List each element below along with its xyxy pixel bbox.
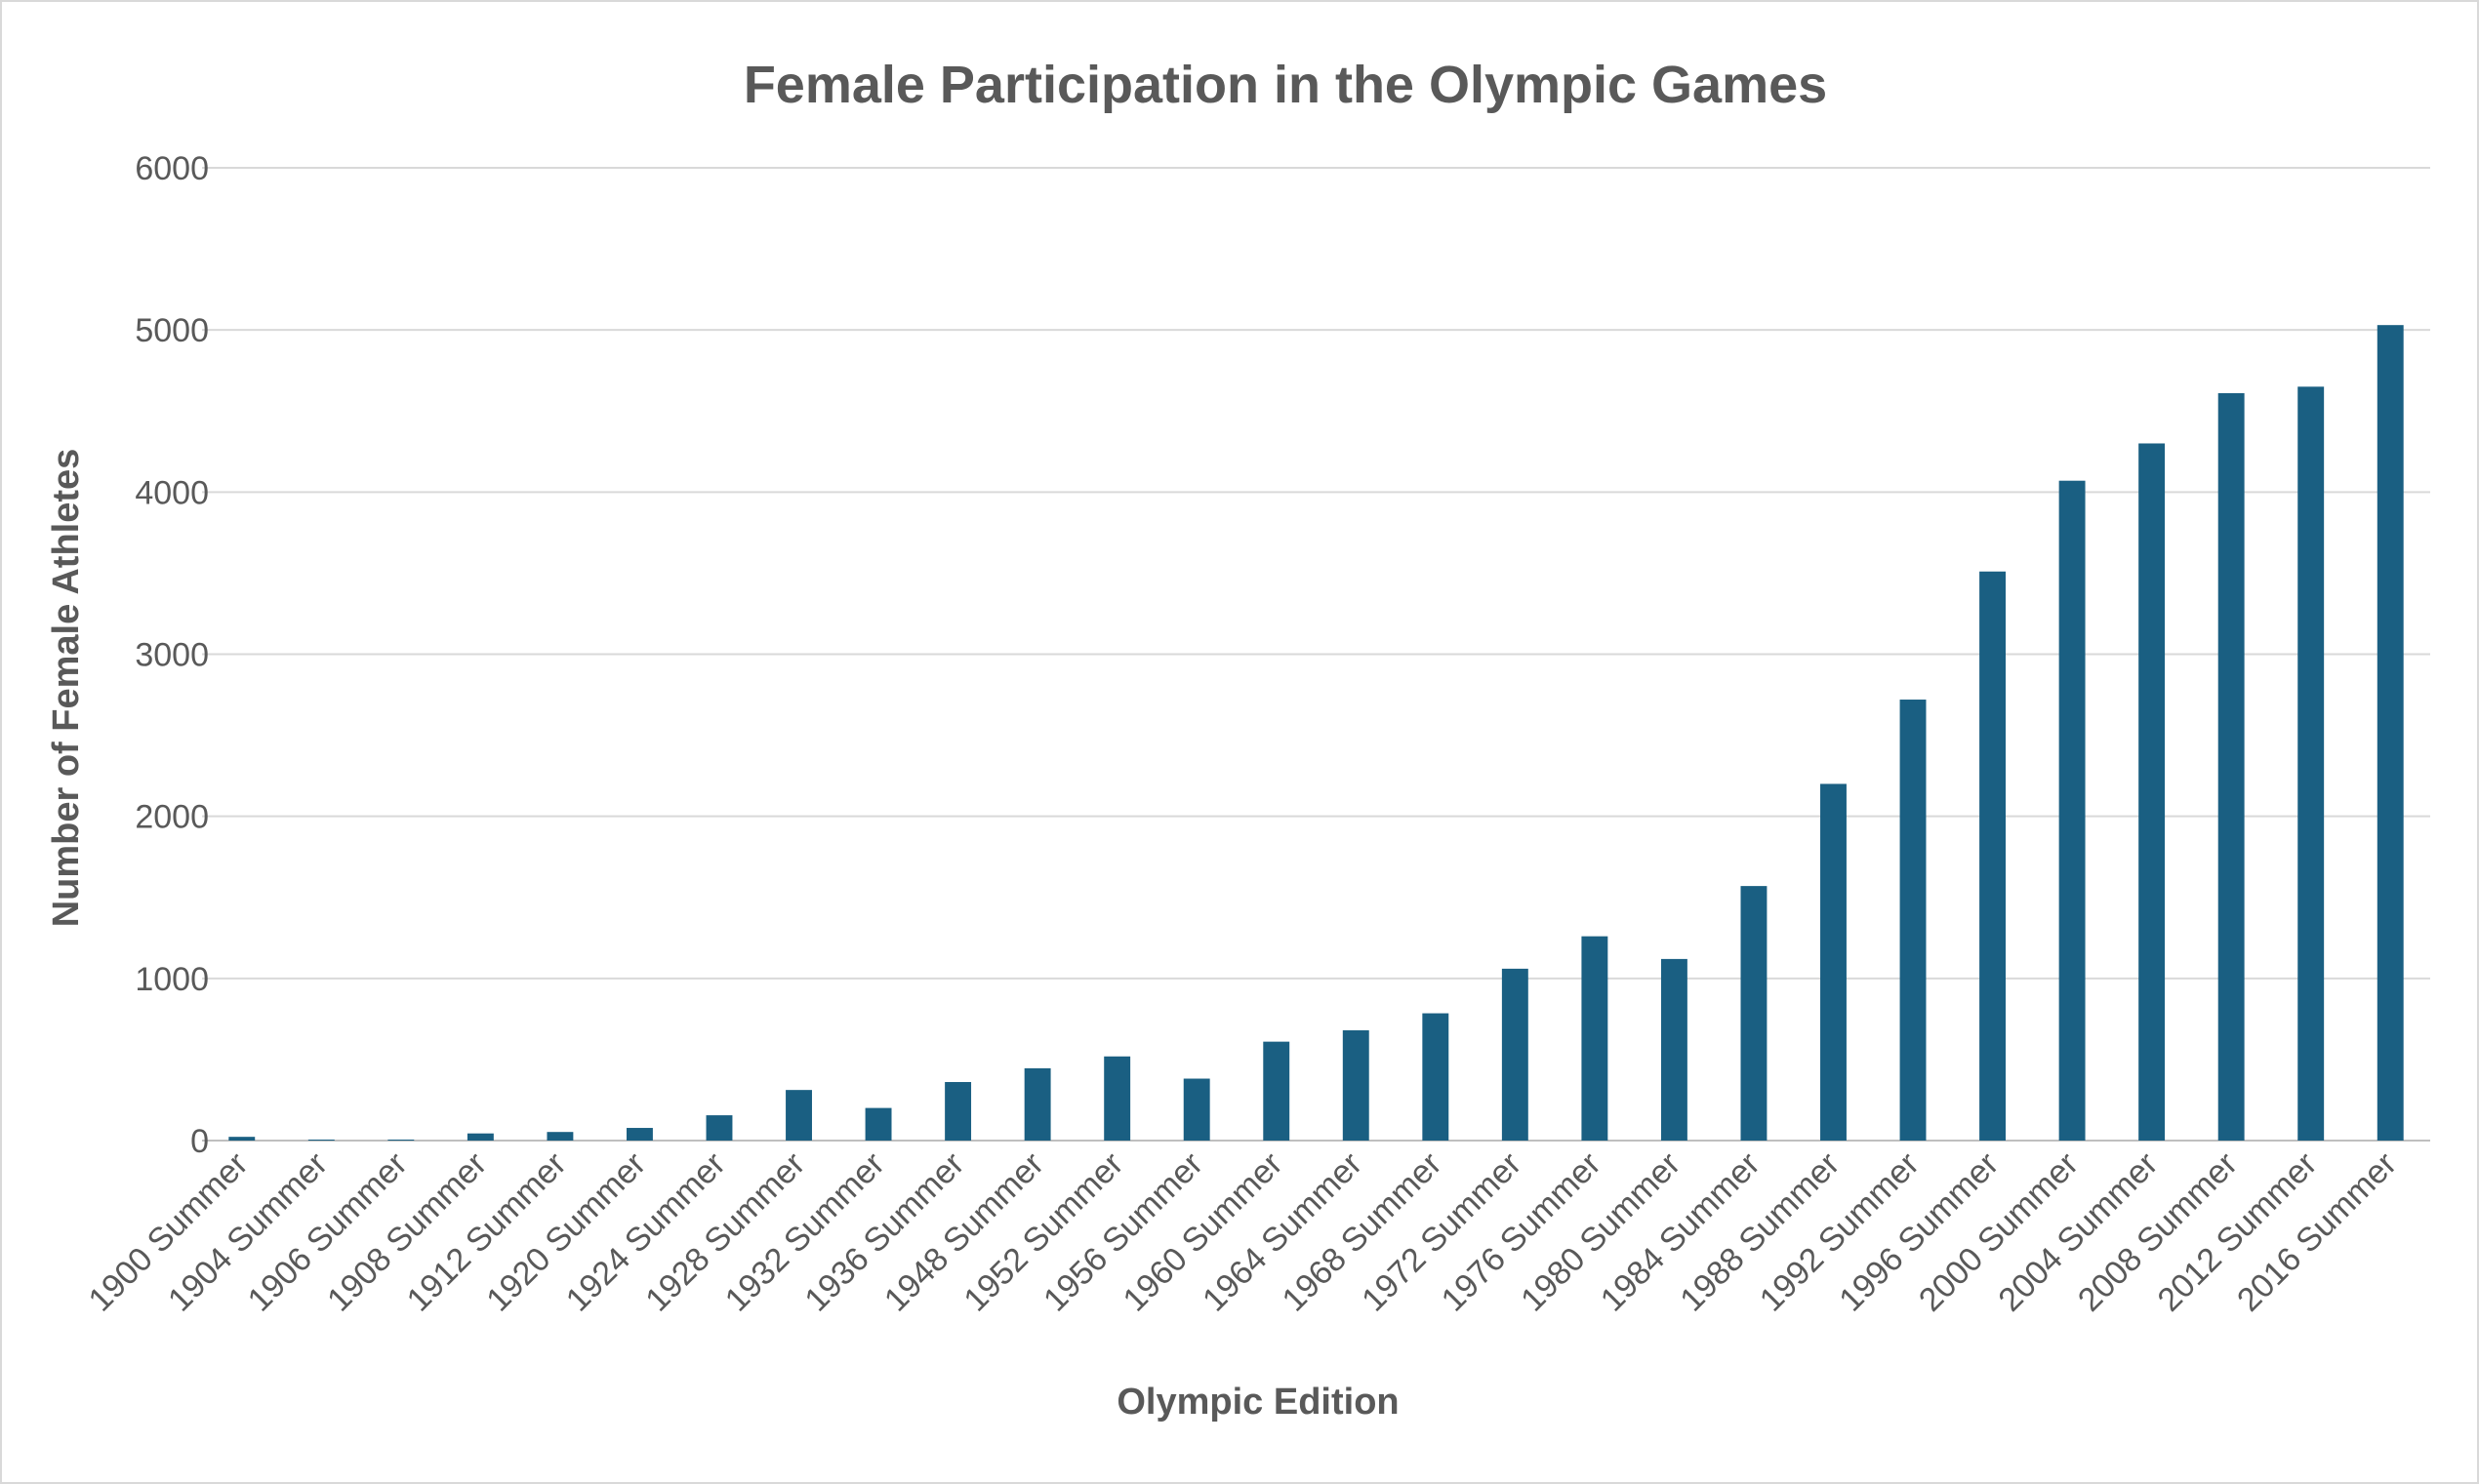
y-tick-label: 0: [190, 1123, 209, 1160]
y-tick-label: 4000: [135, 474, 209, 511]
bar: [467, 1133, 494, 1141]
bar: [2377, 325, 2404, 1142]
bar: [2297, 386, 2325, 1141]
bar: [626, 1128, 653, 1141]
bar: [1104, 1056, 1131, 1141]
bar: [1660, 958, 1687, 1141]
bar: [2217, 392, 2245, 1141]
bar: [547, 1132, 574, 1141]
chart-title: Female Participation in the Olympic Game…: [744, 56, 1827, 114]
y-axis-ticks: 0 1000 2000 3000 4000 5000 6000: [135, 150, 209, 1160]
y-tick-label: 2000: [135, 799, 209, 836]
bar: [1024, 1067, 1051, 1141]
bar: [2058, 480, 2086, 1141]
bar: [1183, 1078, 1210, 1141]
bar: [1501, 968, 1528, 1141]
y-tick-label: 5000: [135, 312, 209, 349]
y-tick-label: 6000: [135, 150, 209, 187]
y-axis-title: Number of Female Athletes: [46, 449, 87, 928]
bar: [1581, 936, 1608, 1141]
bar: [228, 1137, 256, 1141]
bar: [387, 1140, 415, 1141]
bar: [706, 1115, 733, 1141]
bar: [1263, 1041, 1290, 1141]
bar: [1342, 1030, 1369, 1141]
bar: [307, 1140, 335, 1141]
bar: [865, 1107, 892, 1141]
bar: [1899, 700, 1927, 1141]
y-tick-label: 3000: [135, 637, 209, 674]
bar: [1979, 571, 2007, 1141]
gridlines: [202, 167, 2430, 1142]
bar: [1820, 783, 1847, 1141]
bars: [228, 325, 2404, 1142]
bar: [1740, 886, 1768, 1141]
bar: [2138, 443, 2166, 1141]
bar: [1422, 1013, 1449, 1141]
bar: [945, 1082, 972, 1141]
bar: [786, 1090, 812, 1141]
x-axis-title: Olympic Edition: [1117, 1382, 1399, 1423]
y-tick-label: 1000: [135, 961, 209, 998]
